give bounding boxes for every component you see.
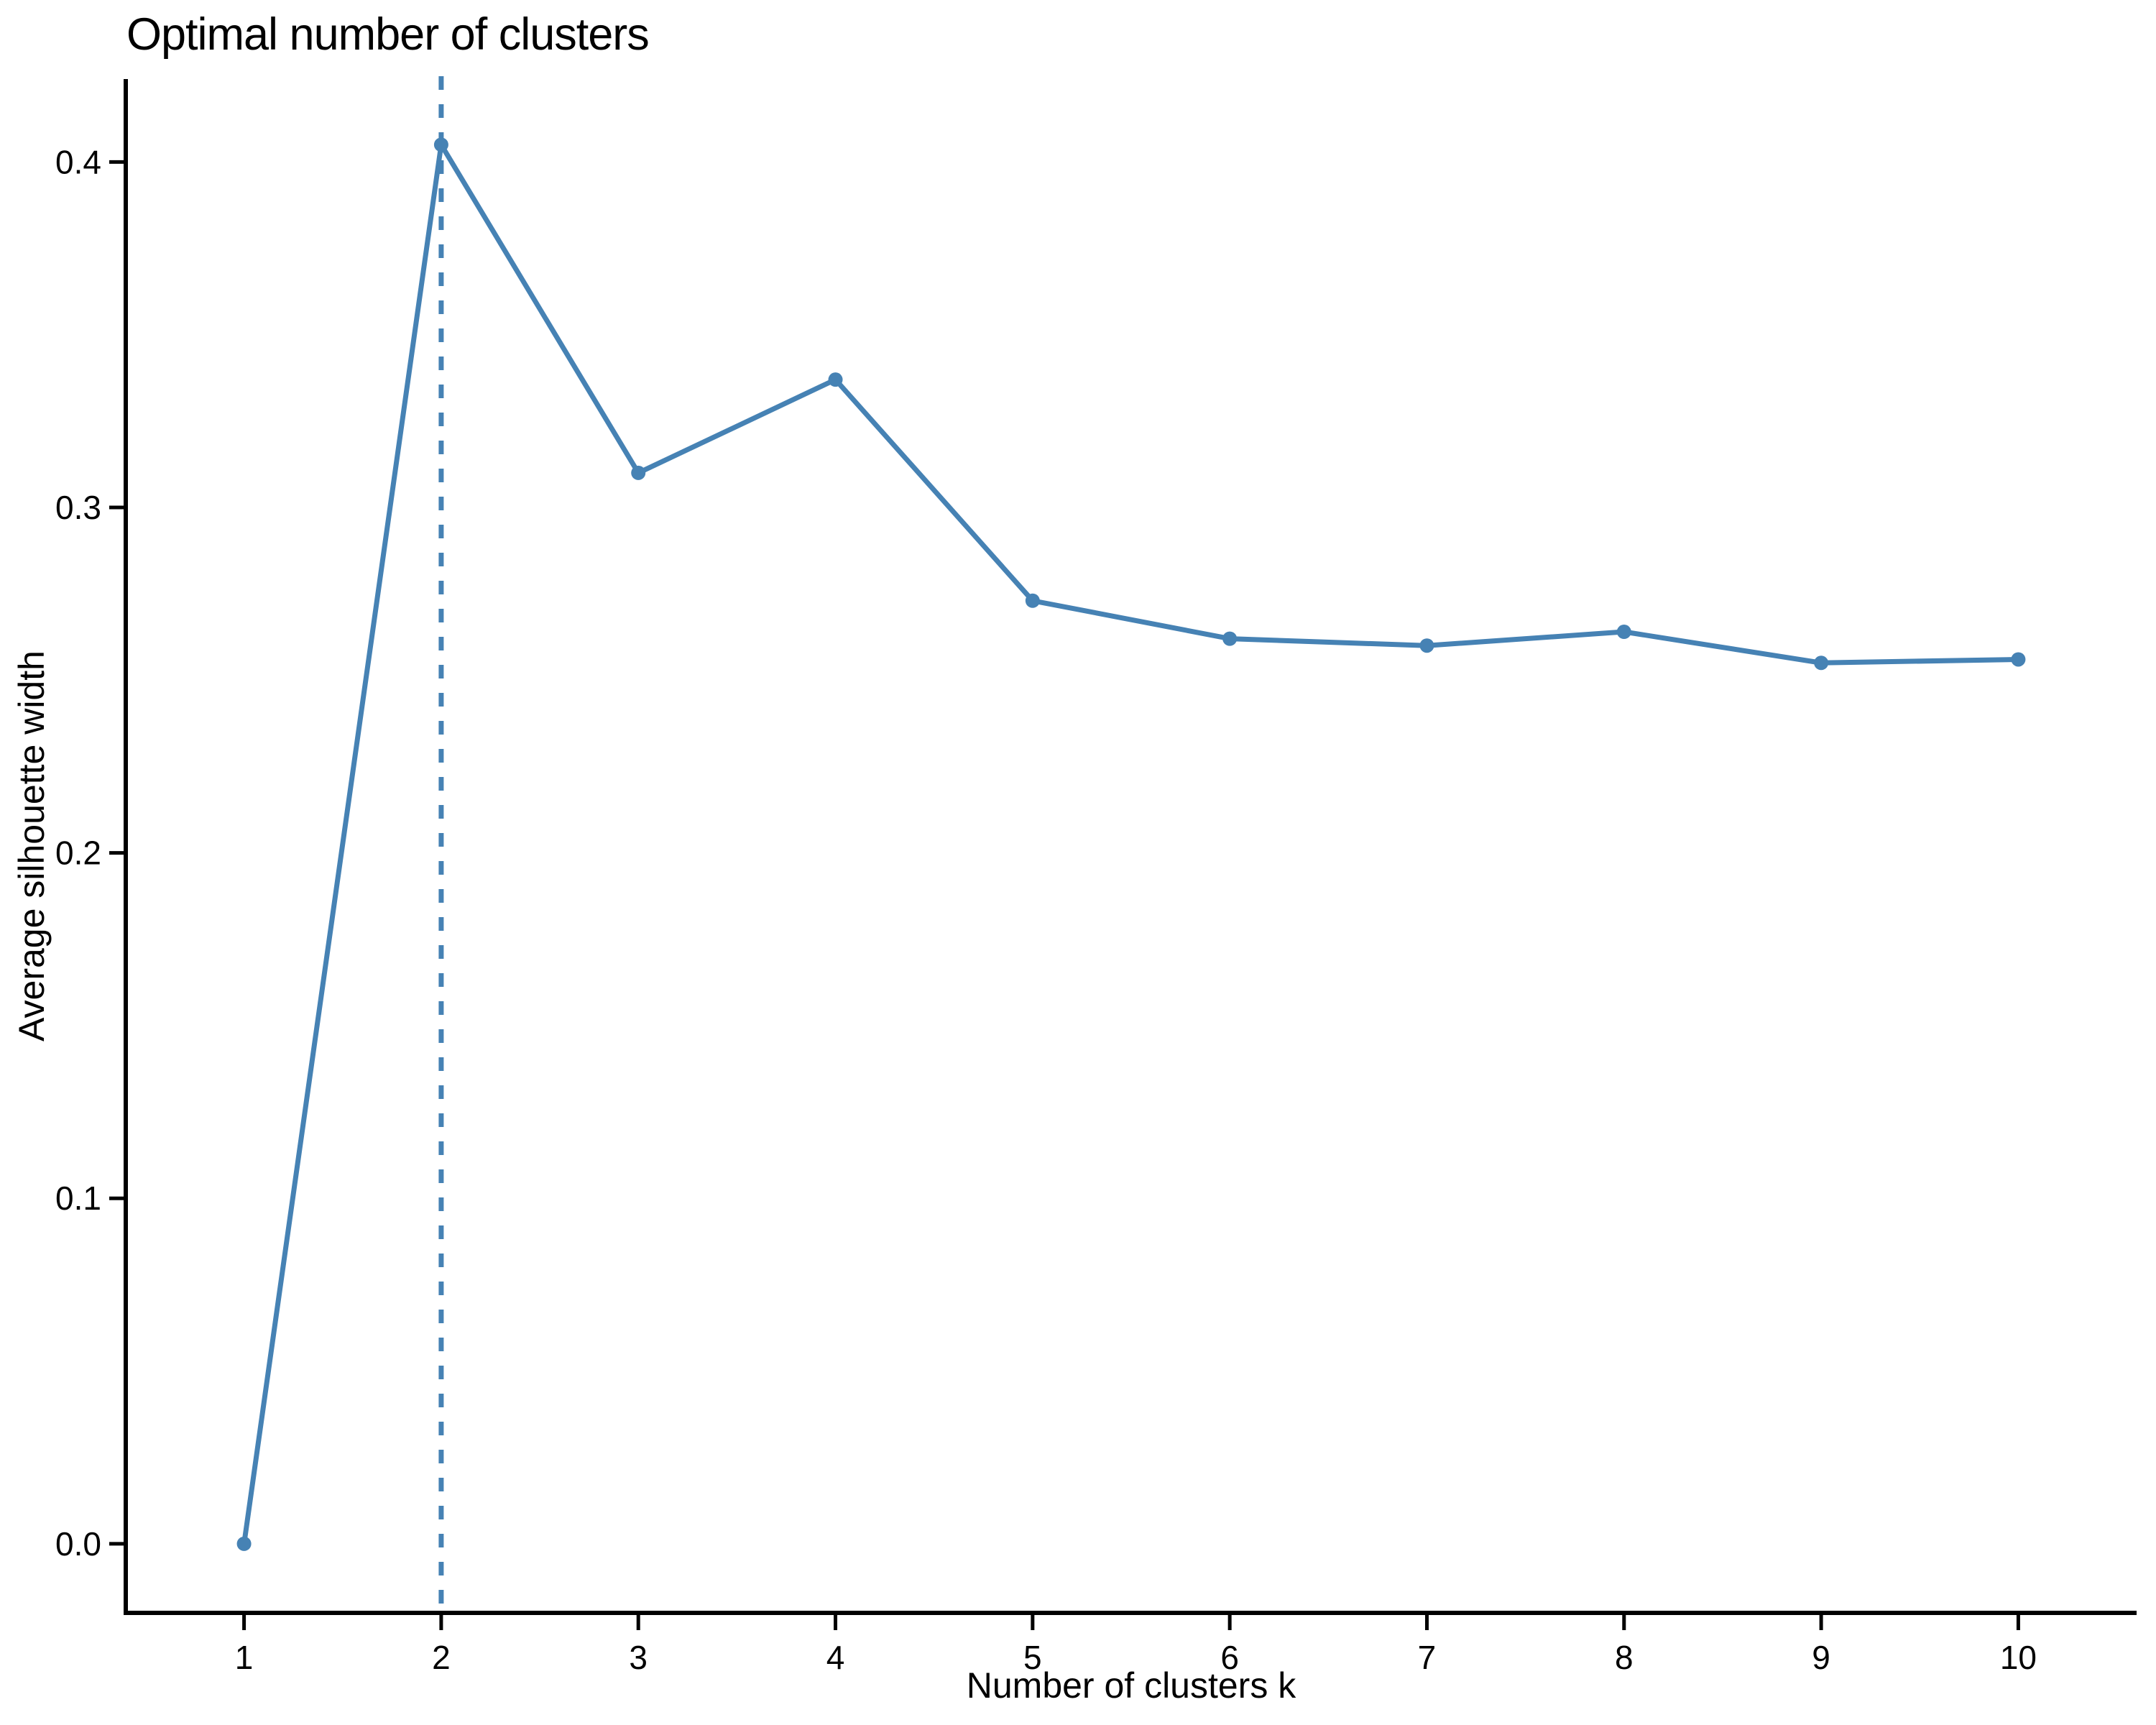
x-tick-label: 10 [2000, 1639, 2037, 1676]
y-tick-label: 0.0 [55, 1525, 101, 1563]
data-point-k-7 [1419, 638, 1434, 653]
x-tick-label: 3 [629, 1639, 648, 1676]
x-tick-label: 2 [432, 1639, 451, 1676]
x-tick-label: 7 [1418, 1639, 1437, 1676]
x-tick-label: 1 [235, 1639, 254, 1676]
data-point-k-8 [1616, 625, 1631, 640]
y-tick-label: 0.2 [55, 834, 101, 872]
x-tick-label: 5 [1023, 1639, 1042, 1676]
x-tick-label: 8 [1615, 1639, 1634, 1676]
data-point-k-3 [631, 465, 646, 480]
y-tick-label: 0.1 [55, 1179, 101, 1217]
data-point-k-5 [1025, 593, 1040, 608]
x-axis-title: Number of clusters k [966, 1665, 1296, 1706]
data-point-k-9 [1814, 656, 1829, 671]
x-tick-label: 6 [1220, 1639, 1239, 1676]
data-point-k-6 [1222, 631, 1238, 646]
x-tick-label: 4 [826, 1639, 845, 1676]
data-point-k-4 [828, 372, 843, 387]
data-point-k-10 [2011, 652, 2026, 667]
silhouette-line [241, 142, 2021, 1547]
data-point-k-1 [236, 1536, 252, 1551]
data-point-k-2 [433, 137, 448, 152]
chart-title: Optimal number of clusters [126, 9, 650, 60]
x-tick-label: 9 [1812, 1639, 1830, 1676]
y-tick-label: 0.3 [55, 489, 101, 526]
y-tick-label: 0.4 [55, 143, 101, 180]
